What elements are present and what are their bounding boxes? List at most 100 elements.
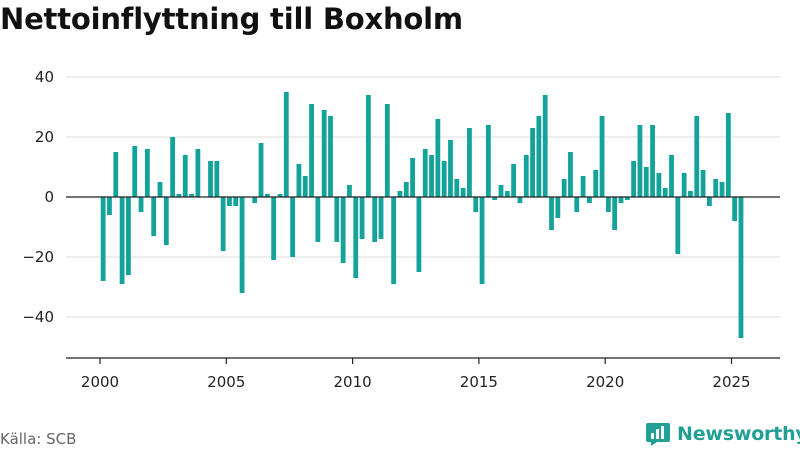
- bar: [315, 197, 321, 242]
- bar: [650, 125, 655, 197]
- bar: [138, 197, 144, 212]
- bar: [568, 152, 573, 197]
- source-note: Källa: SCB: [0, 430, 77, 448]
- bar: [448, 140, 453, 197]
- bar: [688, 191, 693, 197]
- bar: [631, 161, 637, 197]
- y-tick-label: −40: [22, 308, 54, 326]
- x-tick-label: 2020: [586, 373, 624, 391]
- bar: [283, 92, 289, 197]
- bar: [309, 104, 314, 197]
- bar: [441, 161, 447, 197]
- bar: [151, 197, 157, 236]
- bar: [422, 149, 428, 197]
- axes: [66, 196, 780, 359]
- bar: [517, 197, 523, 203]
- bar: [580, 176, 586, 197]
- bars: [100, 92, 744, 338]
- bar: [511, 164, 517, 197]
- y-axis-tick-labels: 40 20 0 −20 −40: [22, 68, 54, 326]
- bar: [214, 161, 220, 197]
- bar: [504, 191, 510, 197]
- bar: [485, 125, 491, 197]
- bar: [656, 173, 662, 197]
- bar: [176, 194, 182, 197]
- bar: [119, 197, 125, 284]
- bar: [144, 149, 150, 197]
- bar: [384, 104, 390, 197]
- x-tick-label: 2000: [81, 373, 119, 391]
- bar: [479, 197, 485, 284]
- bar: [353, 197, 359, 278]
- bar: [618, 197, 624, 203]
- bar: [378, 197, 384, 239]
- bar: [113, 152, 119, 197]
- bar: [542, 95, 548, 197]
- y-tick-label: 0: [44, 188, 54, 206]
- bar: [372, 197, 378, 242]
- bar: [694, 116, 700, 197]
- bar: [220, 197, 226, 251]
- bar: [530, 128, 535, 197]
- bar: [163, 197, 169, 245]
- bar: [536, 116, 542, 197]
- bar: [713, 179, 719, 197]
- bar: [233, 197, 239, 206]
- x-tick-label: 2005: [207, 373, 245, 391]
- bar: [549, 197, 554, 230]
- x-tick-label: 2010: [334, 373, 372, 391]
- bar: [334, 197, 340, 242]
- bar: [492, 197, 498, 200]
- bar: [707, 197, 712, 206]
- bar: [397, 191, 403, 197]
- bar: [624, 197, 630, 200]
- bar: [189, 194, 194, 197]
- bar: [126, 197, 131, 275]
- bar: [296, 164, 302, 197]
- bar: [587, 197, 592, 203]
- y-tick-label: −20: [22, 248, 54, 266]
- bar: [264, 194, 270, 197]
- bar: [227, 197, 232, 206]
- brand[interactable]: Newsworthy: [645, 420, 800, 448]
- brand-name: Newsworthy: [677, 423, 800, 445]
- bar: [132, 146, 138, 197]
- bar: [391, 197, 397, 284]
- bar: [403, 182, 409, 197]
- bar: [605, 197, 611, 212]
- bar: [498, 185, 504, 197]
- bar: [157, 182, 163, 197]
- bar: [429, 155, 434, 197]
- bar: [208, 161, 213, 197]
- bar: [574, 197, 580, 212]
- bar: [555, 197, 561, 218]
- bar: [107, 197, 112, 215]
- bar: [612, 197, 618, 230]
- bar: [435, 119, 441, 197]
- bar: [675, 197, 681, 254]
- bar: [170, 137, 176, 197]
- bar: [454, 179, 460, 197]
- y-tick-label: 40: [35, 68, 54, 86]
- bar: [195, 149, 201, 197]
- bar: [467, 128, 472, 197]
- bar: [643, 167, 649, 197]
- bar: [182, 155, 188, 197]
- bar: [523, 155, 529, 197]
- bar: [302, 176, 308, 197]
- bar: [599, 116, 605, 197]
- bar: [473, 197, 479, 212]
- y-tick-label: 20: [35, 128, 54, 146]
- gridlines: [66, 76, 780, 318]
- bar: [239, 197, 245, 293]
- bar: [669, 155, 674, 197]
- bar: [681, 173, 687, 197]
- bar: [271, 197, 277, 260]
- bar: [359, 197, 365, 239]
- bar: [637, 125, 643, 197]
- x-tick-label: 2025: [712, 373, 750, 391]
- bar: [365, 95, 371, 197]
- bar: [738, 197, 744, 338]
- bar: [593, 170, 599, 197]
